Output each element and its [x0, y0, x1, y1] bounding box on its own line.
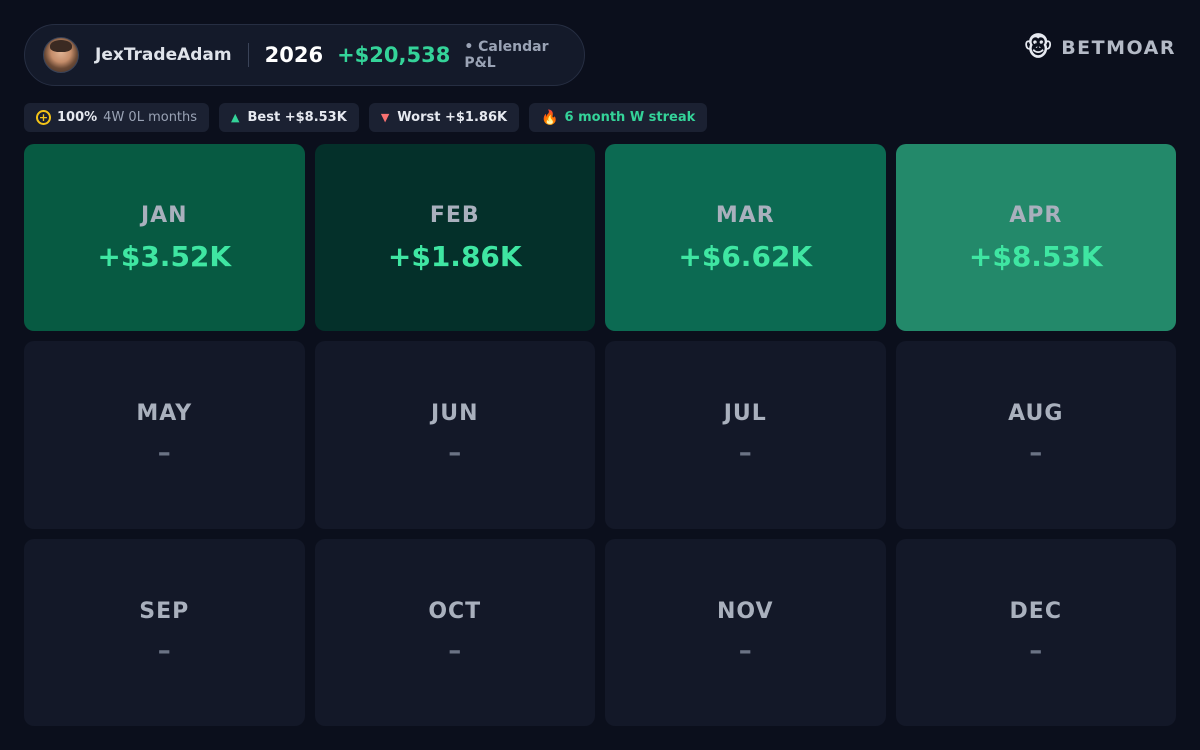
username[interactable]: JexTradeAdam	[95, 45, 232, 65]
header-divider	[247, 43, 249, 67]
win-rate-chip: + 100% 4W 0L months	[24, 103, 210, 132]
month-pnl: +$6.62K	[678, 239, 813, 273]
month-pnl: –	[157, 635, 171, 666]
month-tile-jun[interactable]: JUN –	[314, 341, 595, 529]
month-tile-oct[interactable]: OCT –	[314, 538, 595, 726]
month-name: SEP	[139, 598, 190, 624]
streak-label: 6 month W streak	[564, 110, 696, 125]
triangle-up-icon: ▲	[231, 111, 240, 124]
month-tile-mar[interactable]: MAR +$6.62K	[605, 144, 886, 332]
calendar-subtitle: • Calendar P&L	[464, 39, 549, 71]
month-pnl: +$3.52K	[97, 239, 232, 273]
triangle-down-icon: ▼	[380, 111, 390, 124]
month-pnl: –	[738, 635, 752, 666]
month-pnl: +$8.53K	[968, 239, 1103, 273]
month-name: MAR	[715, 202, 775, 228]
month-tile-jul[interactable]: JUL –	[605, 341, 886, 529]
win-rate: 100%	[57, 110, 98, 125]
month-pnl: –	[157, 438, 171, 469]
month-tile-apr[interactable]: APR +$8.53K	[895, 144, 1176, 332]
month-name: APR	[1009, 202, 1063, 228]
coin-icon: +	[36, 110, 51, 125]
fire-icon: 🔥	[541, 109, 559, 126]
month-pnl: –	[1029, 438, 1043, 469]
month-name: DEC	[1009, 598, 1062, 624]
brand-logo: 🐵 BETMOAR	[1023, 30, 1176, 66]
month-name: JUL	[723, 401, 767, 427]
streak-chip: 🔥 6 month W streak	[529, 103, 708, 132]
worst-month-chip: ▼ Worst +$1.86K	[368, 103, 520, 132]
month-name: FEB	[429, 202, 480, 228]
total-pnl: +$20,538	[337, 43, 451, 67]
month-tile-feb[interactable]: FEB +$1.86K	[314, 144, 595, 332]
month-pnl: –	[738, 438, 752, 469]
profile-header: JexTradeAdam 2026 +$20,538 • Calendar P&…	[24, 24, 585, 86]
win-loss-record: 4W 0L months	[103, 110, 198, 125]
month-name: NOV	[716, 598, 774, 624]
month-tile-aug[interactable]: AUG –	[895, 341, 1176, 529]
best-month-chip: ▲ Best +$8.53K	[219, 103, 359, 132]
month-tile-sep[interactable]: SEP –	[24, 538, 305, 726]
year-label: 2026	[264, 43, 324, 67]
month-name: JUN	[431, 401, 479, 427]
month-grid: JAN +$3.52K FEB +$1.86K MAR +$6.62K APR …	[24, 144, 1176, 726]
month-pnl: –	[448, 438, 462, 469]
month-pnl: +$1.86K	[387, 239, 522, 273]
worst-month: Worst +$1.86K	[397, 110, 508, 125]
brand-name: BETMOAR	[1061, 37, 1176, 59]
month-pnl: –	[448, 635, 462, 666]
month-tile-nov[interactable]: NOV –	[605, 538, 886, 726]
stats-bar: + 100% 4W 0L months ▲ Best +$8.53K ▼ Wor…	[24, 103, 717, 132]
month-pnl: –	[1029, 635, 1043, 666]
month-name: JAN	[140, 202, 188, 228]
monkey-face-icon: 🐵	[1023, 33, 1054, 63]
month-name: AUG	[1008, 401, 1064, 427]
month-name: MAY	[136, 401, 193, 427]
month-tile-dec[interactable]: DEC –	[895, 538, 1176, 726]
best-month: Best +$8.53K	[247, 110, 347, 125]
avatar[interactable]	[43, 37, 79, 73]
month-tile-may[interactable]: MAY –	[24, 341, 305, 529]
month-name: OCT	[428, 598, 482, 624]
month-tile-jan[interactable]: JAN +$3.52K	[24, 144, 305, 332]
